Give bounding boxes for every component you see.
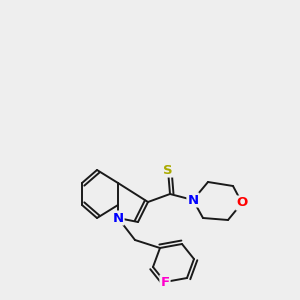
Text: F: F [160, 275, 169, 289]
Text: N: N [188, 194, 199, 206]
Text: O: O [236, 196, 247, 209]
Text: N: N [112, 212, 124, 224]
Text: S: S [163, 164, 173, 176]
